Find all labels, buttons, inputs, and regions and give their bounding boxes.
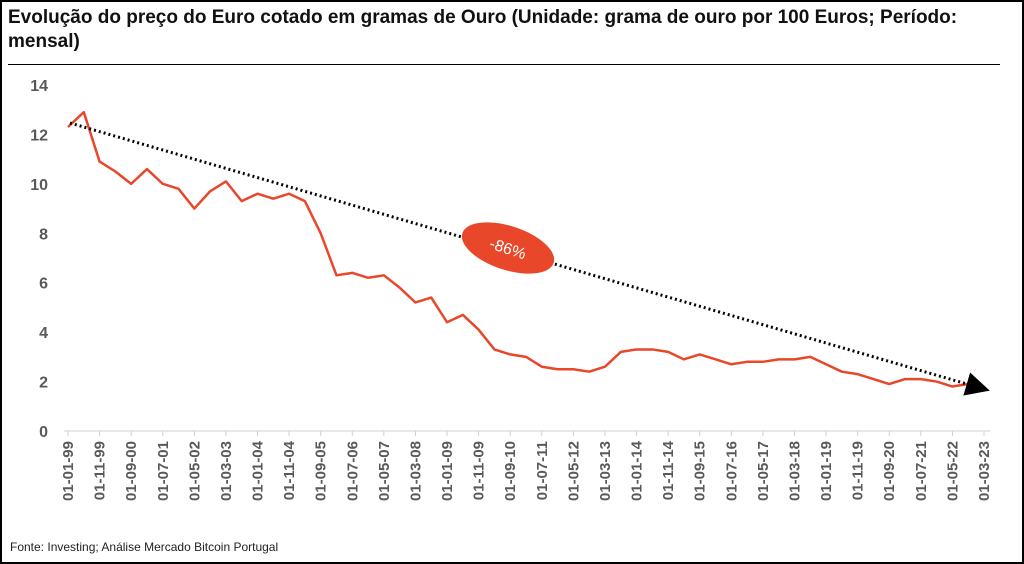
x-tick-label: 01-05-22 xyxy=(944,441,961,501)
x-tick-label: 01-07-06 xyxy=(344,441,361,501)
x-tick-label: 01-09-10 xyxy=(502,441,519,501)
x-tick-label: 01-01-09 xyxy=(439,441,456,501)
x-tick-label: 01-11-09 xyxy=(471,441,488,500)
x-tick-label: 01-05-17 xyxy=(755,441,772,501)
x-tick-label: 01-09-20 xyxy=(881,441,898,501)
y-tick-label: 4 xyxy=(39,325,48,342)
x-tick-label: 01-05-07 xyxy=(376,441,393,501)
y-tick-label: 10 xyxy=(30,177,48,194)
y-tick-label: 14 xyxy=(30,78,48,95)
x-tick-label: 01-05-02 xyxy=(186,441,203,501)
x-tick-label: 01-01-19 xyxy=(818,441,835,501)
x-tick-label: 01-11-99 xyxy=(92,441,109,500)
x-tick-label: 01-09-05 xyxy=(313,441,330,501)
x-tick-label: 01-03-13 xyxy=(597,441,614,501)
x-tick-label: 01-03-18 xyxy=(786,441,803,501)
x-tick-label: 01-07-16 xyxy=(723,441,740,501)
x-tick-label: 01-01-04 xyxy=(250,440,267,501)
data-line xyxy=(67,110,985,388)
y-tick-label: 8 xyxy=(39,226,48,243)
x-tick-label: 01-09-00 xyxy=(123,441,140,501)
x-tick-label: 01-01-99 xyxy=(60,441,77,501)
chart-title: Evolução do preço do Euro cotado em gram… xyxy=(8,7,958,52)
annotation-badge: -86% xyxy=(461,222,555,274)
source-note: Fonte: Investing; Análise Mercado Bitcoi… xyxy=(10,540,279,554)
x-tick-label: 01-03-03 xyxy=(218,441,235,501)
x-tick-label: 01-11-14 xyxy=(660,440,677,500)
x-tick-label: 01-01-14 xyxy=(629,440,646,501)
annotation-ellipse xyxy=(461,222,555,274)
x-tick-label: 01-07-21 xyxy=(913,441,930,501)
x-tick-label: 01-03-23 xyxy=(976,441,993,501)
title-rule xyxy=(8,64,1000,65)
y-tick-label: 0 xyxy=(39,424,48,441)
y-tick-label: 12 xyxy=(30,127,48,144)
x-tick-label: 01-11-19 xyxy=(850,441,867,500)
y-tick-label: 6 xyxy=(39,276,48,293)
x-tick-label: 01-03-08 xyxy=(407,441,424,501)
x-tick-label: 01-07-01 xyxy=(155,441,172,501)
x-tick-label: 01-09-15 xyxy=(692,441,709,501)
x-tick-label: 01-11-04 xyxy=(281,440,298,500)
y-tick-label: 2 xyxy=(39,375,48,392)
x-tick-label: 01-07-11 xyxy=(534,441,551,500)
x-tick-label: 01-05-12 xyxy=(565,441,582,501)
